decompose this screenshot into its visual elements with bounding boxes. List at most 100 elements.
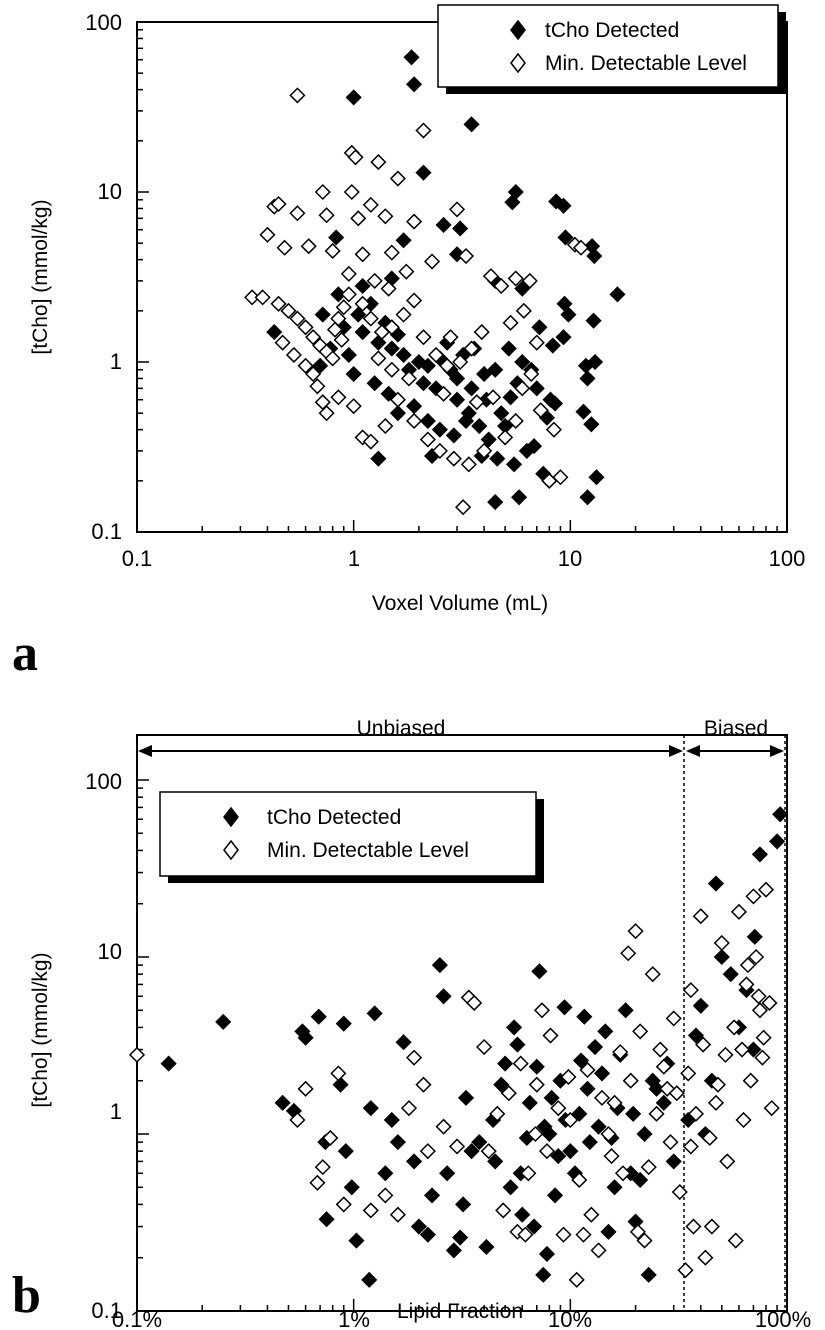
- open-diamond-icon: [223, 839, 239, 861]
- tcho-detected-point: [445, 427, 462, 444]
- panel-b-chart: Unbiased Biased 0.1% 1% 10% 100% 0.1 1 1…: [29, 717, 811, 1330]
- tcho-detected-point: [546, 395, 564, 412]
- tcho-detected-point: [463, 1143, 480, 1160]
- min-detectable-level-point: [389, 1206, 406, 1223]
- tcho-detected-point: [504, 194, 521, 211]
- tcho-detected-point: [509, 1036, 526, 1053]
- min-detectable-level-point: [343, 183, 360, 201]
- arrow-left-icon: [686, 745, 700, 757]
- min-detectable-level-point: [614, 1165, 632, 1182]
- tcho-detected-point: [655, 1094, 672, 1111]
- tcho-detected-point: [521, 1094, 538, 1111]
- tcho-detected-point: [314, 306, 331, 323]
- panel-b-legend: tCho Detected Min. Detectable Level: [159, 791, 544, 883]
- min-detectable-level-point: [274, 334, 291, 351]
- tcho-detected-point: [575, 403, 592, 420]
- tcho-detected-point: [535, 1266, 552, 1283]
- tcho-detected-point: [312, 357, 329, 374]
- tcho-detected-point: [497, 1055, 514, 1072]
- tcho-detected-point: [600, 1223, 617, 1240]
- tcho-detected-point: [463, 380, 480, 397]
- min-detectable-level-point: [493, 277, 510, 295]
- min-detectable-level-point: [362, 196, 379, 213]
- tcho-detected-point: [550, 1148, 567, 1165]
- min-detectable-level-point: [677, 1262, 694, 1279]
- min-detectable-level-point: [289, 1111, 306, 1129]
- tcho-detected-point: [632, 1171, 649, 1189]
- min-detectable-level-point: [515, 302, 532, 319]
- min-detectable-level-point: [606, 1094, 623, 1111]
- min-detectable-level-point: [755, 1029, 772, 1046]
- tcho-detected-point: [579, 370, 596, 387]
- min-detectable-level-point: [318, 405, 335, 422]
- panel-b-xtick-label: 0.1%: [112, 1307, 162, 1330]
- panel-a-xtick-label: 100: [769, 546, 806, 571]
- min-detectable-level-point: [719, 1153, 736, 1170]
- tcho-detected-point: [514, 280, 531, 297]
- min-detectable-level-point: [345, 398, 362, 415]
- tcho-detected-point: [585, 312, 602, 329]
- panel-a-label: a: [12, 625, 38, 682]
- tcho-detected-point: [457, 1089, 475, 1106]
- tcho-detected-point: [423, 1187, 441, 1204]
- panel-a-ytick-label: 10: [98, 179, 122, 204]
- tcho-detected-point: [625, 1105, 642, 1122]
- tcho-detected-point: [586, 247, 603, 265]
- tcho-detected-point: [576, 1008, 593, 1025]
- tcho-detected-point: [419, 1226, 436, 1243]
- tcho-detected-point: [593, 1065, 611, 1082]
- tcho-detected-point: [506, 1019, 523, 1036]
- min-detectable-level-point: [330, 1065, 347, 1082]
- tcho-detected-point: [455, 1196, 472, 1213]
- tcho-detected-point: [609, 286, 626, 303]
- min-detectable-level-point: [289, 205, 306, 222]
- tcho-detected-point: [487, 494, 504, 511]
- panel-a-data-points: [244, 49, 626, 516]
- min-detectable-level-point: [419, 431, 436, 448]
- min-detectable-level-point: [383, 319, 400, 336]
- min-detectable-level-point: [340, 265, 357, 282]
- min-detectable-level-point: [445, 450, 462, 467]
- tcho-detected-point: [452, 220, 469, 237]
- tcho-detected-point: [562, 1143, 579, 1160]
- tcho-detected-point: [332, 1076, 349, 1093]
- tcho-detected-point: [380, 385, 397, 402]
- tcho-detected-point: [588, 469, 605, 486]
- min-detectable-level-point: [697, 1249, 714, 1266]
- min-detectable-level-point: [568, 1271, 585, 1288]
- tcho-detected-point: [354, 324, 371, 341]
- min-detectable-level-point: [738, 976, 755, 993]
- tcho-detected-point: [366, 375, 383, 392]
- min-detectable-level-point: [419, 1143, 436, 1160]
- tcho-detected-point: [361, 1271, 378, 1288]
- min-detectable-level-point: [763, 1100, 780, 1117]
- tcho-detected-point: [435, 988, 452, 1005]
- tcho-detected-point: [439, 1165, 456, 1182]
- tcho-detected-point: [389, 405, 406, 422]
- panel-a-y-axis-label: [tCho] (mmol/kg): [29, 199, 52, 354]
- min-detectable-level-point: [324, 350, 341, 367]
- tcho-detected-point: [493, 405, 510, 422]
- min-detectable-level-point: [717, 1046, 734, 1063]
- panel-b-ytick-label: 1: [110, 1099, 122, 1124]
- min-detectable-level-point: [366, 272, 383, 289]
- tcho-detected-point: [318, 1211, 335, 1228]
- tcho-detected-point: [415, 375, 432, 392]
- min-detectable-level-point: [322, 1129, 339, 1147]
- tcho-detected-point: [571, 1105, 588, 1122]
- panel-a-legend-box: [437, 4, 779, 88]
- min-detectable-level-point: [276, 239, 293, 256]
- min-detectable-level-point: [502, 314, 519, 331]
- min-detectable-level-point: [652, 1041, 669, 1058]
- min-detectable-level-point: [579, 1061, 596, 1079]
- tcho-detected-point: [538, 1245, 556, 1263]
- min-detectable-level-point: [622, 1072, 639, 1089]
- min-detectable-level-point: [289, 87, 306, 104]
- arrow-right-icon: [770, 745, 784, 757]
- min-detectable-level-point: [354, 295, 371, 312]
- min-detectable-level-point: [680, 1065, 697, 1082]
- tcho-detected-point: [586, 353, 604, 371]
- panel-b-y-axis-label: [tCho] (mmol/kg): [29, 952, 52, 1107]
- min-detectable-level-point: [383, 244, 400, 261]
- panel-a-ytick-label: 100: [85, 10, 122, 35]
